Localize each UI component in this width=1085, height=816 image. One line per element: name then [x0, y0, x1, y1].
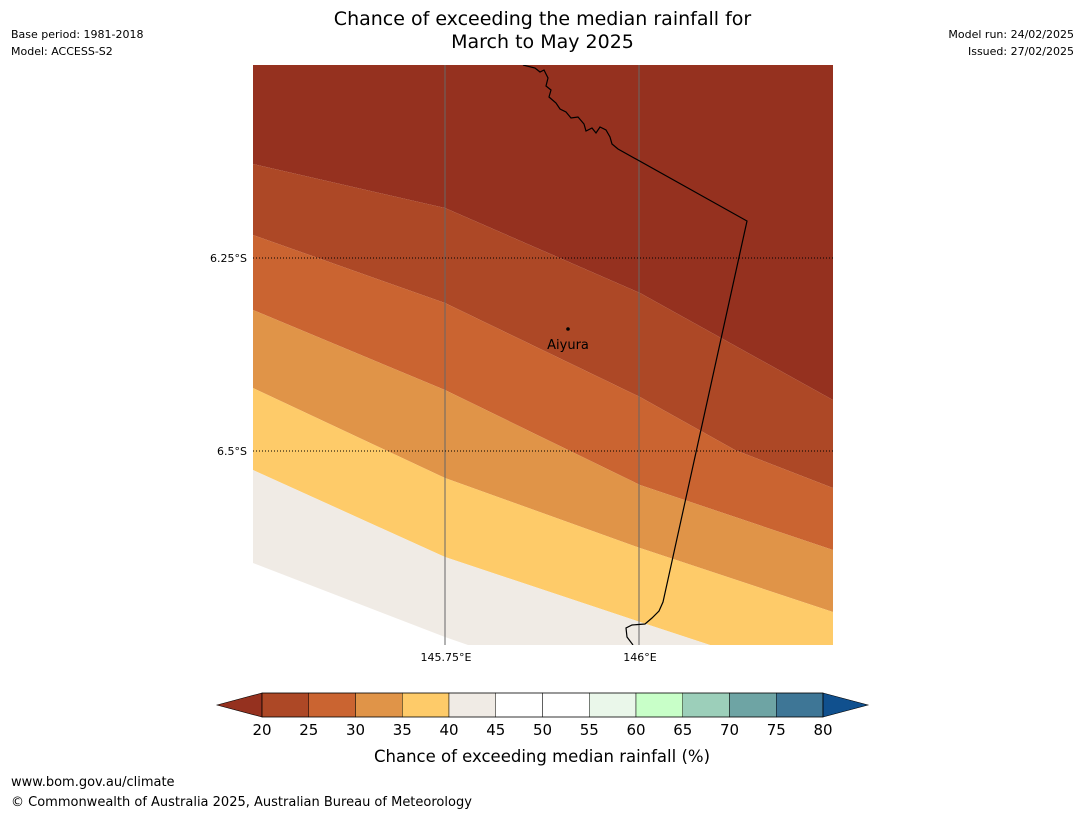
- colorbar-tick-label: 70: [720, 721, 739, 739]
- colorbar-tick-label: 55: [580, 721, 599, 739]
- model-run-text: Model run: 24/02/2025: [948, 28, 1074, 41]
- lon-label-145-75: 145.75°E: [421, 651, 472, 664]
- colorbar-tick-label: 45: [486, 721, 505, 739]
- colorbar-tick-label: 30: [346, 721, 365, 739]
- title-line-2: March to May 2025: [451, 31, 634, 53]
- colorbar-segment: [261, 692, 309, 718]
- region-35-40: [253, 388, 833, 645]
- colorbar-over-arrow: [822, 692, 870, 718]
- model-text: Model: ACCESS-S2: [11, 45, 113, 58]
- metadata-right: Model run: 24/02/2025 Issued: 27/02/2025: [948, 26, 1074, 60]
- lat-label-6-5: 6.5°S: [217, 445, 247, 458]
- colorbar-under-arrow: [215, 692, 263, 718]
- colorbar-frame: [261, 692, 824, 718]
- colorbar-tick-label: 20: [252, 721, 271, 739]
- colorbar-tick-label: 80: [813, 721, 832, 739]
- base-period-text: Base period: 1981-2018: [11, 28, 144, 41]
- colorbar-tick-label: 40: [439, 721, 458, 739]
- colorbar-segment: [495, 692, 543, 718]
- colorbar-segment: [729, 692, 777, 718]
- colorbar-tick-label: 25: [299, 721, 318, 739]
- region-40-45: [253, 470, 710, 645]
- colorbar-segment: [402, 692, 450, 718]
- colorbar-segment: [635, 692, 683, 718]
- metadata-left: Base period: 1981-2018 Model: ACCESS-S2: [11, 26, 143, 60]
- region-25-30: [253, 235, 833, 550]
- lat-label-6-25: 6.25°S: [210, 252, 247, 265]
- footer-url: www.bom.gov.au/climate: [11, 775, 175, 790]
- footer-copyright: © Commonwealth of Australia 2025, Austra…: [11, 795, 472, 810]
- map-title: Chance of exceeding the median rainfall …: [0, 8, 1085, 54]
- issued-text: Issued: 27/02/2025: [967, 45, 1074, 58]
- colorbar-tick-label: 60: [626, 721, 645, 739]
- region-30-35: [253, 310, 833, 612]
- colorbar: 20 25 30 35 40 45 50 55 60 65 70 75 80 Chance of exc…: [215, 692, 870, 766]
- region-20-25: [253, 164, 833, 488]
- colorbar-segment: [776, 692, 824, 718]
- province-boundary: [522, 65, 748, 645]
- colorbar-label: Chance of exceeding median rainfall (%): [374, 747, 710, 766]
- colorbar-segment: [682, 692, 730, 718]
- colorbar-tick-label: 50: [533, 721, 552, 739]
- place-marker: [566, 327, 570, 331]
- colorbar-segment: [308, 692, 356, 718]
- region-below-20: [253, 65, 833, 400]
- colorbar-tick-label: 35: [393, 721, 412, 739]
- place-label: Aiyura: [547, 338, 589, 353]
- colorbar-segment: [355, 692, 403, 718]
- colorbar-tick-label: 65: [673, 721, 692, 739]
- map-panel: Aiyura: [253, 65, 833, 645]
- lon-label-146: 146°E: [623, 651, 656, 664]
- colorbar-segment: [589, 692, 637, 718]
- title-line-1: Chance of exceeding the median rainfall …: [333, 8, 752, 30]
- colorbar-segment: [448, 692, 496, 718]
- colorbar-segment: [542, 692, 590, 718]
- colorbar-tick-label: 75: [767, 721, 786, 739]
